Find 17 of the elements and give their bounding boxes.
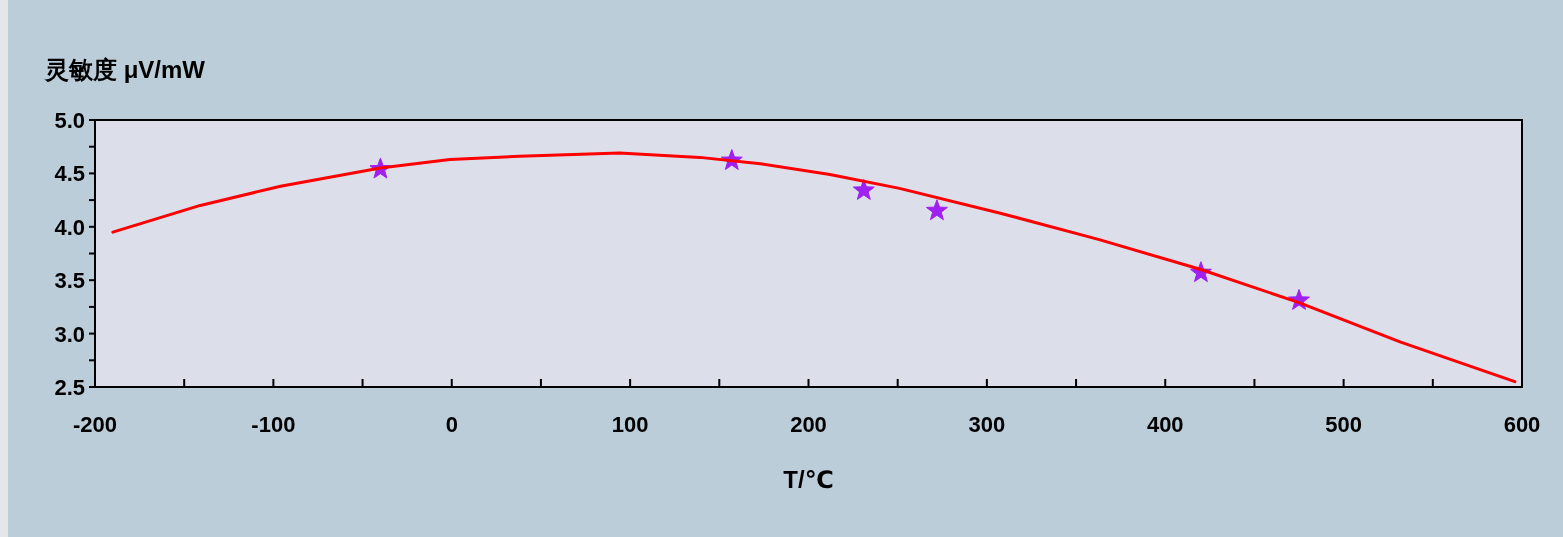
x-tick-label: 200 xyxy=(790,412,827,437)
x-tick-label: 600 xyxy=(1503,412,1541,437)
x-tick-label: -200 xyxy=(72,412,118,437)
x-tick-label: 0 xyxy=(445,412,458,437)
y-tick-label: 2.5 xyxy=(54,375,85,400)
x-tick-label: -100 xyxy=(251,412,296,437)
y-tick-label: 5.0 xyxy=(54,108,85,133)
y-tick-label: 3.5 xyxy=(54,268,85,294)
y-tick-label: 4.5 xyxy=(54,161,85,187)
x-tick-label: 400 xyxy=(1146,412,1184,437)
y-tick-label: 3.0 xyxy=(54,321,85,347)
y-tick-label: 4.0 xyxy=(54,214,85,240)
x-tick-label: 500 xyxy=(1325,412,1362,437)
y-axis-title: 灵敏度 μV/mW xyxy=(44,56,206,83)
x-tick-label: 100 xyxy=(611,412,649,437)
x-tick-label: 300 xyxy=(968,412,1006,437)
x-axis-title: T/℃ xyxy=(783,466,834,493)
